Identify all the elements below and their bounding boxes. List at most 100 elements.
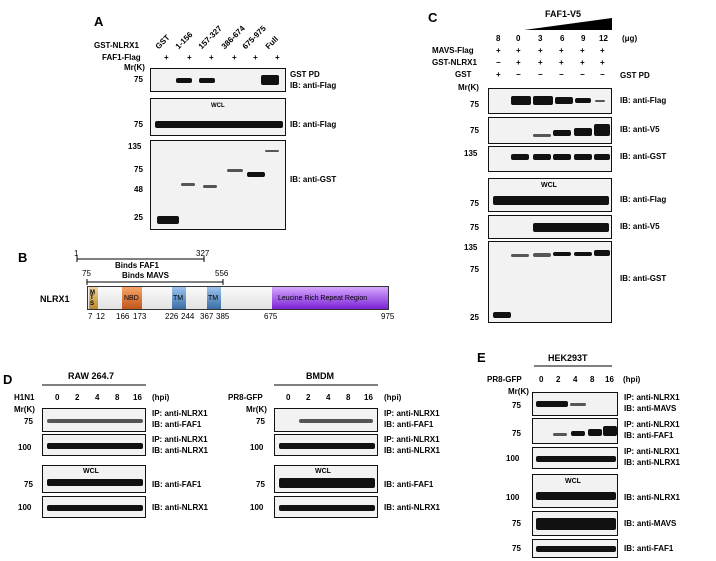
mw-marker: 75 (512, 544, 521, 553)
mw-marker: 100 (506, 493, 520, 502)
label-ib-anti-gst: IB: anti-GST (620, 152, 667, 161)
panel-label-d: D (3, 372, 13, 387)
label-ib-anti-v5: IB: anti-V5 (620, 222, 660, 231)
blot-e-wcl-nlrx1: WCL (532, 474, 618, 508)
blot-c-gst (488, 146, 612, 172)
row-label-mavs-flag: MAVS-Flag (432, 46, 474, 55)
treatment-pr8-gfp: PR8-GFP (228, 393, 263, 402)
mw-marker: 100 (506, 454, 520, 463)
label-ib-anti-gst: IB: anti-GST (290, 175, 337, 184)
pos-1: 1 (74, 249, 79, 258)
mw-marker: 75 (24, 480, 33, 489)
blot-d-wcl-faf1: WCL (42, 465, 146, 493)
blot-c-wcl-gst (488, 241, 612, 323)
cell-bmdm: BMDM (306, 371, 334, 381)
faf1-v5-title: FAF1-V5 (545, 9, 582, 19)
blot-c-v5 (488, 117, 612, 144)
panel-label-c: C (428, 10, 438, 25)
blot-e-wcl-faf1 (532, 539, 618, 558)
panel-label-a: A (94, 14, 104, 29)
mw-marker: 75 (256, 417, 265, 426)
mw-marker: 75 (470, 223, 479, 232)
binds-faf1-label: Binds FAF1 (115, 261, 160, 270)
unit-ug: (μg) (622, 34, 638, 43)
wcl-label: WCL (315, 468, 331, 475)
mr-label: Mr(K) (14, 405, 35, 414)
blot-e-wcl-mavs (532, 511, 618, 536)
row-label-gst-nlrx1: GST-NLRX1 (432, 58, 477, 67)
pos: 12 (96, 312, 105, 321)
domain-nbd: NBD (122, 287, 142, 309)
wcl-label: WCL (541, 182, 557, 189)
label-gst-pd: GST PD (290, 70, 320, 79)
mw-marker: 135 (464, 243, 478, 252)
treatment-h1n1: H1N1 (14, 393, 35, 402)
wcl-label: WCL (211, 103, 225, 109)
plus: + (187, 53, 192, 62)
row-label-gst-nlrx1: GST-NLRX1 (94, 41, 139, 50)
amount: 8 (496, 34, 501, 43)
pos: 7 (88, 312, 93, 321)
blot-d-ip-nlrx1 (42, 434, 146, 456)
panel-label-e: E (477, 350, 486, 365)
plus: + (253, 53, 258, 62)
blot-bmdm-wcl-faf1: WCL (274, 465, 378, 493)
domain-mts: MTS (89, 287, 98, 309)
amount: 6 (560, 34, 565, 43)
label-gst-pd: GST PD (620, 71, 650, 80)
treatment-pr8-gfp: PR8-GFP (487, 375, 522, 384)
pos: 675 (264, 312, 278, 321)
blot-gst (150, 140, 286, 230)
mw-marker: 135 (464, 149, 478, 158)
row-label-faf1-flag: FAF1-Flag (102, 53, 141, 62)
mw-marker: 100 (18, 503, 32, 512)
pos: 173 (133, 312, 147, 321)
mw-marker: 135 (128, 142, 142, 151)
domain-tm-2: TM (207, 287, 221, 309)
amount: 12 (599, 34, 608, 43)
panel-label-b: B (18, 250, 28, 265)
plus: + (164, 53, 169, 62)
mw-marker: 75 (512, 429, 521, 438)
mw-marker: 75 (134, 75, 143, 84)
mw-marker: 75 (470, 126, 479, 135)
blot-c-flag (488, 88, 612, 114)
blot-e-ip-mavs (532, 392, 618, 416)
wcl-label: WCL (83, 468, 99, 475)
mw-marker: 100 (250, 503, 264, 512)
mw-marker: 75 (470, 100, 479, 109)
hpi-label: (hpi) (623, 375, 641, 384)
blot-gst-pd-flag (150, 68, 286, 92)
pos-556: 556 (215, 269, 229, 278)
cell-hek293t: HEK293T (548, 353, 588, 363)
mw-marker: 100 (18, 443, 32, 452)
mr-label: Mr(K) (508, 387, 529, 396)
domain-lrr: Leucine Rich Repeat Region (272, 287, 388, 309)
mw-marker: 75 (470, 199, 479, 208)
blot-e-ip-nlrx1 (532, 447, 618, 469)
mw-marker: 100 (250, 443, 264, 452)
mw-marker: 75 (134, 165, 143, 174)
blot-d-wcl-nlrx1 (42, 496, 146, 518)
pos: 385 (216, 312, 230, 321)
mw-marker: 75 (512, 401, 521, 410)
wcl-label: WCL (565, 478, 581, 485)
label-ib-anti-flag: IB: anti-Flag (290, 81, 337, 90)
amount: 3 (538, 34, 543, 43)
blot-bmdm-wcl-nlrx1 (274, 496, 378, 518)
pos: 975 (381, 312, 395, 321)
label-ib-anti-gst: IB: anti-GST (620, 274, 667, 283)
mw-marker: 75 (256, 480, 265, 489)
pos: 166 (116, 312, 130, 321)
mr-label: Mr(K) (246, 405, 267, 414)
label-ib-anti-v5: IB: anti-V5 (620, 125, 660, 134)
mw-marker: 75 (470, 265, 479, 274)
binds-mavs-label: Binds MAVS (122, 271, 169, 280)
mw-marker: 25 (470, 313, 479, 322)
hpi-label: (hpi) (152, 393, 170, 402)
protein-name: NLRX1 (40, 294, 70, 304)
